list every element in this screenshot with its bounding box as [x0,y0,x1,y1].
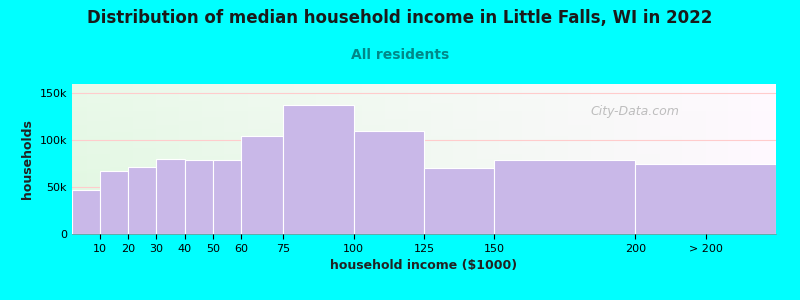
Bar [635,164,776,234]
Text: Distribution of median household income in Little Falls, WI in 2022: Distribution of median household income … [87,9,713,27]
Bar [100,171,128,234]
Bar [157,159,185,234]
Bar [72,190,100,234]
Bar [213,160,241,234]
Bar [494,160,635,234]
Bar [185,160,213,234]
Bar [241,136,283,234]
Bar [128,167,157,234]
Text: City-Data.com: City-Data.com [590,104,680,118]
Bar [354,131,424,234]
Bar [283,105,354,234]
X-axis label: household income ($1000): household income ($1000) [330,259,518,272]
Text: All residents: All residents [351,48,449,62]
Bar [424,168,494,234]
Y-axis label: households: households [21,119,34,199]
